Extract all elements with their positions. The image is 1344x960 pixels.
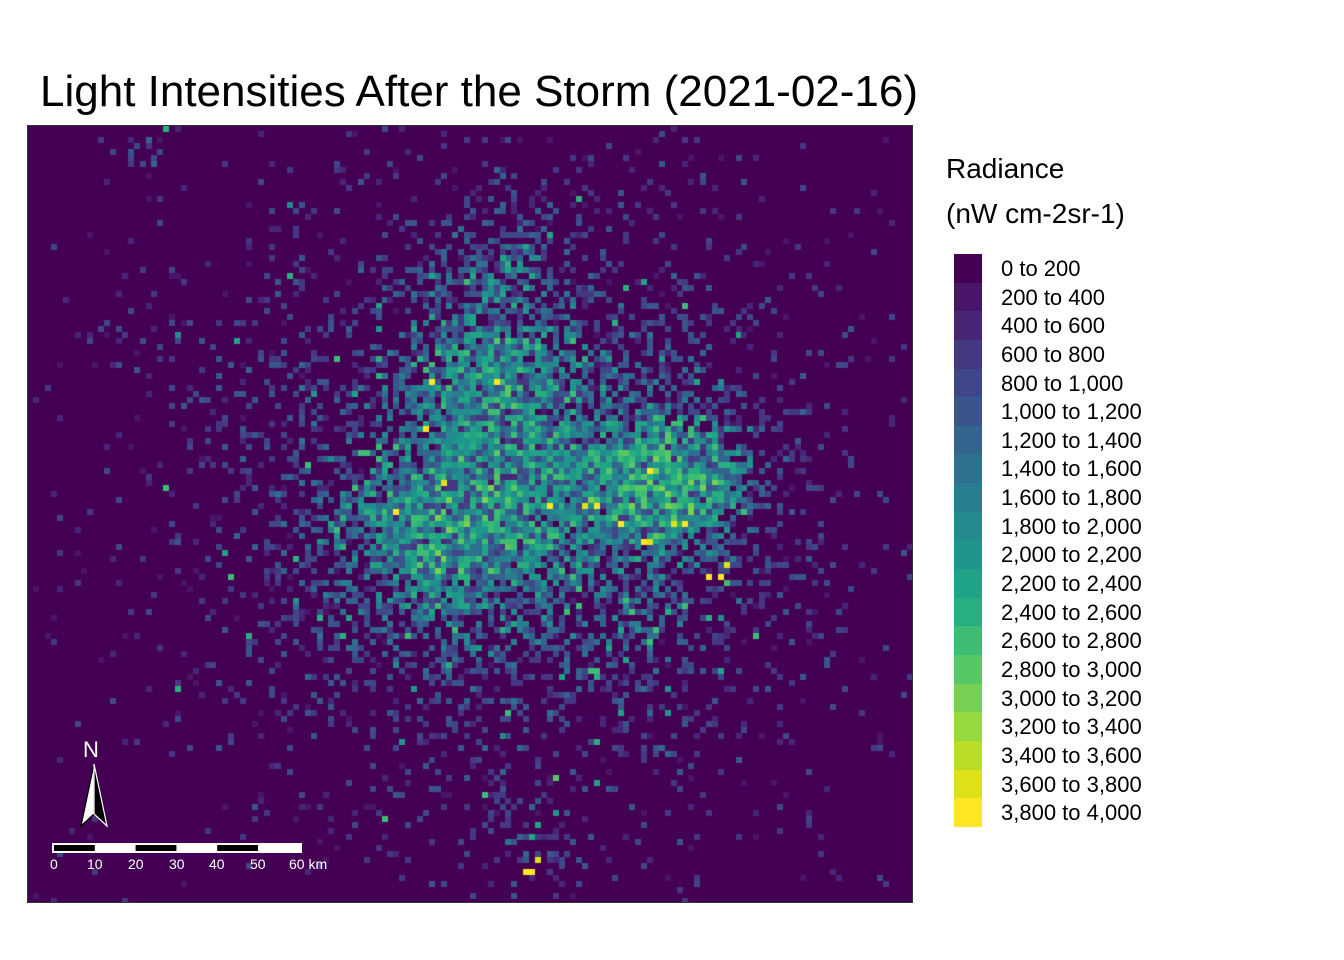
scale-tick-label: 20 xyxy=(128,856,144,872)
legend-label: 800 to 1,000 xyxy=(1001,370,1124,396)
legend-label: 3,800 to 4,000 xyxy=(1001,800,1142,826)
north-arrow-label: N xyxy=(83,737,99,762)
legend-label: 1,400 to 1,600 xyxy=(1001,456,1142,482)
legend-swatch xyxy=(954,712,982,742)
legend-label: 2,200 to 2,400 xyxy=(1001,571,1142,597)
map-title: Light Intensities After the Storm (2021-… xyxy=(40,67,919,116)
map-panel[interactable] xyxy=(27,125,913,903)
scale-bar xyxy=(52,843,302,853)
legend-label: 1,600 to 1,800 xyxy=(1001,485,1142,511)
legend-swatch xyxy=(954,282,982,312)
legend-swatch xyxy=(954,368,982,398)
legend-swatch xyxy=(954,311,982,341)
legend-label: 3,200 to 3,400 xyxy=(1001,714,1142,740)
legend-swatch xyxy=(954,798,982,828)
legend-label: 2,400 to 2,600 xyxy=(1001,599,1142,625)
legend-label: 1,800 to 2,000 xyxy=(1001,513,1142,539)
radiance-raster xyxy=(28,126,912,902)
legend-label: 1,000 to 1,200 xyxy=(1001,399,1142,425)
legend-swatch xyxy=(954,769,982,799)
legend-swatch xyxy=(954,511,982,541)
legend-swatch xyxy=(954,654,982,684)
legend-swatch xyxy=(954,339,982,369)
legend-label: 2,600 to 2,800 xyxy=(1001,628,1142,654)
legend-label: 3,400 to 3,600 xyxy=(1001,742,1142,768)
legend-swatch xyxy=(954,483,982,513)
legend-units: (nW cm-2sr-1) xyxy=(946,198,1125,229)
north-arrow-icon xyxy=(80,763,108,828)
legend-label: 1,200 to 1,400 xyxy=(1001,427,1142,453)
legend-swatch xyxy=(954,254,982,283)
legend-label: 3,600 to 3,800 xyxy=(1001,771,1142,797)
legend-label: 200 to 400 xyxy=(1001,284,1105,310)
legend-swatch xyxy=(954,540,982,570)
scale-tick-label: 0 xyxy=(50,856,58,872)
legend-title: Radiance xyxy=(946,153,1065,184)
legend-swatch xyxy=(954,740,982,770)
scale-tick-label: 40 xyxy=(209,856,225,872)
legend-swatch xyxy=(954,597,982,627)
scale-tick-label: 60 km xyxy=(289,856,328,872)
legend-label: 2,800 to 3,000 xyxy=(1001,656,1142,682)
legend-swatch xyxy=(954,425,982,455)
legend-swatch xyxy=(954,397,982,427)
legend-label: 400 to 600 xyxy=(1001,313,1105,339)
legend-label: 3,000 to 3,200 xyxy=(1001,685,1142,711)
scale-tick-label: 30 xyxy=(169,856,185,872)
legend-swatch xyxy=(954,626,982,656)
scale-tick-label: 50 xyxy=(250,856,266,872)
legend-label: 600 to 800 xyxy=(1001,341,1105,367)
legend-swatch xyxy=(954,454,982,484)
legend-swatch xyxy=(954,683,982,713)
legend-label: 2,000 to 2,200 xyxy=(1001,542,1142,568)
legend-swatch xyxy=(954,569,982,599)
scale-tick-label: 10 xyxy=(87,856,103,872)
legend-label: 0 to 200 xyxy=(1001,256,1081,281)
